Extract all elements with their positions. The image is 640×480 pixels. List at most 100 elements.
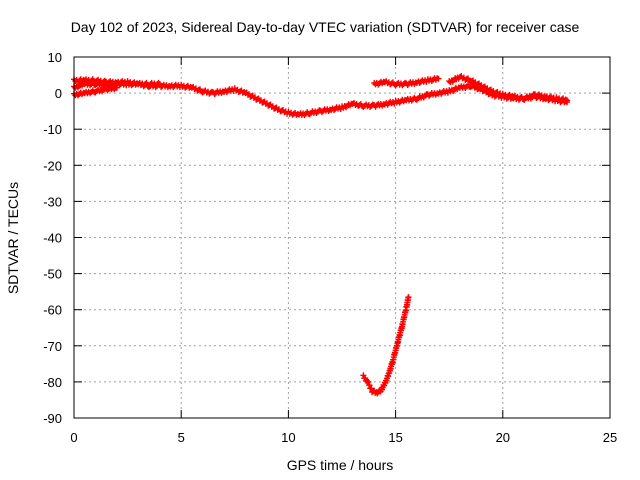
data-point — [392, 357, 395, 360]
grid — [74, 57, 610, 418]
data-point — [366, 380, 369, 384]
data-point — [83, 79, 86, 82]
x-tick-label: 5 — [178, 430, 185, 445]
data-point — [201, 90, 204, 93]
data-point — [469, 79, 472, 82]
y-tick-label: -10 — [43, 122, 62, 137]
data-point — [383, 102, 387, 106]
data-point — [469, 84, 472, 88]
data-point — [233, 88, 236, 91]
data-point — [169, 84, 172, 88]
data-point — [212, 91, 215, 95]
data-point — [394, 82, 397, 86]
data-point — [115, 81, 119, 84]
y-tick-label: -50 — [43, 267, 62, 282]
data-point — [426, 93, 429, 97]
data-point — [490, 90, 494, 93]
y-tick-label: -30 — [43, 194, 62, 209]
y-axis: 10 0 -10 -20 -30 -40 -50 -60 -70 -80 -90 — [43, 50, 610, 426]
data-point — [396, 340, 399, 344]
data-point — [308, 111, 312, 115]
y-tick-label: 10 — [48, 50, 62, 65]
data-point — [555, 97, 558, 100]
series-post-14h-arc — [371, 75, 442, 89]
data-point — [415, 97, 419, 100]
data-point — [104, 88, 108, 91]
data-point — [426, 79, 429, 82]
data-point — [190, 86, 194, 89]
data-point — [180, 84, 183, 88]
data-point — [370, 389, 374, 393]
series-dip — [360, 294, 412, 397]
data-point — [265, 102, 269, 106]
data-point — [407, 295, 410, 299]
data-point — [255, 97, 258, 100]
marker-trace — [371, 75, 442, 89]
data-point — [158, 82, 161, 86]
data-point — [448, 81, 451, 84]
x-tick-label: 15 — [388, 430, 402, 445]
plot-frame — [73, 56, 611, 419]
data-point — [330, 108, 333, 111]
x-axis: 0 5 10 15 20 25 — [70, 57, 617, 445]
data-point — [405, 99, 408, 102]
y-tick-label: -80 — [43, 375, 62, 390]
x-tick-label: 10 — [281, 430, 295, 445]
data-point — [276, 108, 279, 111]
data-point — [94, 90, 97, 93]
data-point — [458, 75, 462, 79]
data-point — [83, 91, 86, 95]
data-point — [383, 382, 387, 385]
data-point — [437, 91, 440, 95]
data-point — [533, 93, 537, 97]
series-group — [71, 73, 571, 397]
y-tick-label: -60 — [43, 303, 62, 318]
data-point — [405, 82, 408, 86]
series-upper-branch — [71, 76, 163, 89]
data-point — [544, 95, 547, 98]
data-point — [147, 82, 151, 86]
data-point — [244, 91, 247, 95]
data-point — [448, 90, 451, 93]
data-point — [362, 375, 365, 378]
data-point — [501, 93, 504, 97]
x-tick-label: 25 — [603, 430, 617, 445]
data-point — [394, 100, 397, 104]
data-point — [437, 77, 440, 80]
x-axis-label: GPS time / hours — [287, 457, 394, 473]
x-tick-label: 0 — [70, 430, 77, 445]
x-tick-label: 20 — [496, 430, 510, 445]
data-point — [126, 81, 129, 84]
data-point — [512, 95, 515, 98]
chart-title: Day 102 of 2023, Sidereal Day-to-day VTE… — [71, 19, 580, 35]
data-point — [458, 86, 462, 89]
data-point — [362, 104, 365, 107]
data-point — [415, 81, 419, 84]
data-point — [319, 109, 322, 113]
data-point — [297, 113, 301, 116]
data-point — [287, 111, 290, 115]
data-point — [372, 104, 376, 107]
data-point — [565, 99, 569, 102]
data-point — [104, 81, 108, 84]
data-point — [379, 389, 382, 393]
y-tick-label: 0 — [55, 86, 62, 101]
data-point — [94, 79, 97, 82]
data-point — [137, 82, 140, 86]
y-tick-label: -20 — [43, 158, 62, 173]
data-point — [115, 86, 119, 89]
data-point — [400, 324, 404, 328]
data-point — [340, 106, 344, 109]
y-tick-label: -70 — [43, 339, 62, 354]
data-point — [222, 90, 226, 93]
data-point — [480, 84, 483, 88]
data-point — [372, 82, 376, 86]
data-point — [523, 97, 526, 100]
data-point — [405, 306, 408, 310]
data-point — [375, 391, 378, 394]
y-tick-label: -40 — [43, 231, 62, 246]
data-point — [383, 81, 387, 84]
data-point — [387, 371, 391, 375]
series-late-day-band — [446, 73, 571, 104]
y-axis-label: SDTVAR / TECUs — [5, 182, 21, 294]
